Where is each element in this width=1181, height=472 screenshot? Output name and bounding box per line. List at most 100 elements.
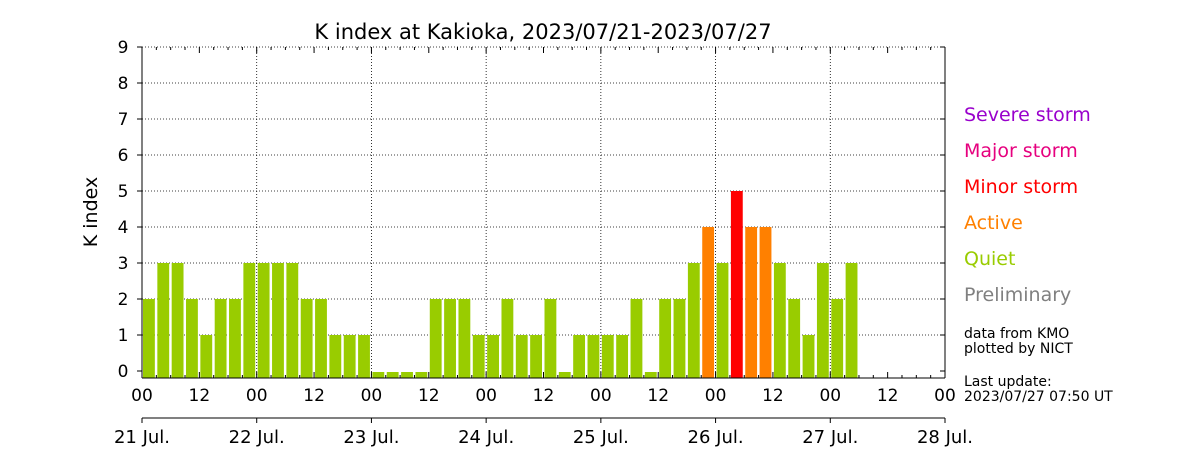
k-index-bar xyxy=(171,263,184,378)
k-index-bar xyxy=(659,299,672,378)
k-index-bar xyxy=(630,299,643,378)
k-index-bar xyxy=(544,299,557,378)
x-tick-label: 12 xyxy=(418,386,440,406)
k-index-bar xyxy=(745,227,758,378)
x-tick-label: 12 xyxy=(762,386,784,406)
k-index-bar xyxy=(200,335,213,378)
k-index-bar xyxy=(515,335,528,378)
k-index-bar xyxy=(831,299,844,378)
y-tick-label: 3 xyxy=(118,254,129,274)
chart-title: K index at Kakioka, 2023/07/21-2023/07/2… xyxy=(314,20,771,44)
k-index-bar xyxy=(673,299,686,378)
x-tick-label: 12 xyxy=(877,386,899,406)
update-note-time: 2023/07/27 07:50 UT xyxy=(964,389,1113,405)
k-index-bar xyxy=(401,372,413,378)
date-label: 21 Jul. xyxy=(114,427,170,448)
y-tick-label: 8 xyxy=(118,74,129,94)
date-label: 22 Jul. xyxy=(229,427,285,448)
y-tick-label: 0 xyxy=(118,362,129,382)
k-index-bar xyxy=(343,335,356,378)
k-index-bar xyxy=(358,335,370,378)
k-index-bar xyxy=(472,335,485,378)
date-label: 27 Jul. xyxy=(802,427,858,448)
k-index-bar xyxy=(558,372,571,378)
source-note-line: data from KMO xyxy=(964,326,1070,342)
k-index-bar xyxy=(157,263,170,378)
k-index-bar xyxy=(845,263,858,378)
k-index-bar xyxy=(272,263,284,378)
x-tick-label: 00 xyxy=(131,386,153,406)
y-tick-labels: 0 1 2 3 4 5 6 7 8 9 xyxy=(118,38,129,382)
y-tick-label: 6 xyxy=(118,146,129,166)
update-note: Last update: 2023/07/27 07:50 UT xyxy=(964,375,1113,405)
x-tick-label: 12 xyxy=(533,386,555,406)
x-tick-label: 00 xyxy=(361,386,383,406)
x-tick-label: 00 xyxy=(705,386,727,406)
k-index-bar xyxy=(229,299,241,378)
k-index-bar xyxy=(573,335,586,378)
k-index-bar xyxy=(759,227,772,378)
y-tick-label: 9 xyxy=(118,38,129,58)
k-index-bar xyxy=(243,263,256,378)
k-index-bar xyxy=(429,299,442,378)
legend-quiet: Quiet xyxy=(964,248,1016,270)
x-tick-label: 00 xyxy=(246,386,268,406)
k-index-bar xyxy=(300,299,313,378)
k-index-bar xyxy=(444,299,456,378)
k-index-bar xyxy=(601,335,614,378)
x-tick-label: 00 xyxy=(934,386,956,406)
y-tick-label: 1 xyxy=(118,326,129,346)
date-label: 26 Jul. xyxy=(688,427,744,448)
k-index-bar xyxy=(143,299,155,378)
k-index-bar xyxy=(773,263,786,378)
legend-active: Active xyxy=(964,212,1023,234)
k-index-bar xyxy=(788,299,801,378)
k-index-bar xyxy=(587,335,600,378)
k-index-bar xyxy=(186,299,198,378)
x-tick-label: 00 xyxy=(590,386,612,406)
legend-major-storm: Major storm xyxy=(964,140,1078,162)
x-tick-labels: 00 12 00 12 00 12 00 12 00 12 00 12 00 12 00 xyxy=(131,386,956,406)
bars xyxy=(143,191,858,378)
k-index-bar xyxy=(372,372,385,378)
k-index-bar xyxy=(530,335,542,378)
k-index-bar xyxy=(716,263,729,378)
x-tick-label: 00 xyxy=(475,386,497,406)
date-label: 23 Jul. xyxy=(343,427,399,448)
k-index-bar xyxy=(286,263,299,378)
k-index-bar xyxy=(802,335,815,378)
y-axis-label: K index xyxy=(80,177,102,247)
date-label: 28 Jul. xyxy=(917,427,973,448)
y-tick-label: 4 xyxy=(118,218,129,238)
k-index-bar xyxy=(702,227,715,378)
k-index-bar xyxy=(487,335,499,378)
x-tick-label: 12 xyxy=(303,386,325,406)
k-index-bar xyxy=(315,299,327,378)
source-note: data from KMO plotted by NICT xyxy=(964,327,1073,357)
k-index-bar xyxy=(386,372,399,378)
legend-severe-storm: Severe storm xyxy=(964,104,1091,126)
k-index-bar xyxy=(616,335,629,378)
date-label: 24 Jul. xyxy=(458,427,514,448)
k-index-bar xyxy=(257,263,270,378)
k-index-bar xyxy=(214,299,227,378)
axes xyxy=(137,46,946,379)
k-index-bar xyxy=(458,299,471,378)
k-index-bar xyxy=(644,372,657,378)
k-index-bar xyxy=(501,299,514,378)
k-index-bar xyxy=(816,263,829,378)
k-index-bar xyxy=(730,191,743,378)
x-tick-label: 12 xyxy=(189,386,211,406)
legend-minor-storm: Minor storm xyxy=(964,176,1079,198)
k-index-bar xyxy=(687,263,700,378)
x-tick-label: 12 xyxy=(647,386,669,406)
legend-preliminary: Preliminary xyxy=(964,284,1072,306)
date-axis: 21 Jul. 22 Jul. 23 Jul. 24 Jul. 25 Jul. 26 Ju… xyxy=(114,417,973,448)
y-tick-label: 7 xyxy=(118,110,129,130)
date-label: 25 Jul. xyxy=(573,427,629,448)
y-tick-label: 2 xyxy=(118,290,129,310)
source-note-line: plotted by NICT xyxy=(964,341,1073,357)
k-index-bar xyxy=(329,335,342,378)
update-note-label: Last update: xyxy=(964,374,1052,390)
